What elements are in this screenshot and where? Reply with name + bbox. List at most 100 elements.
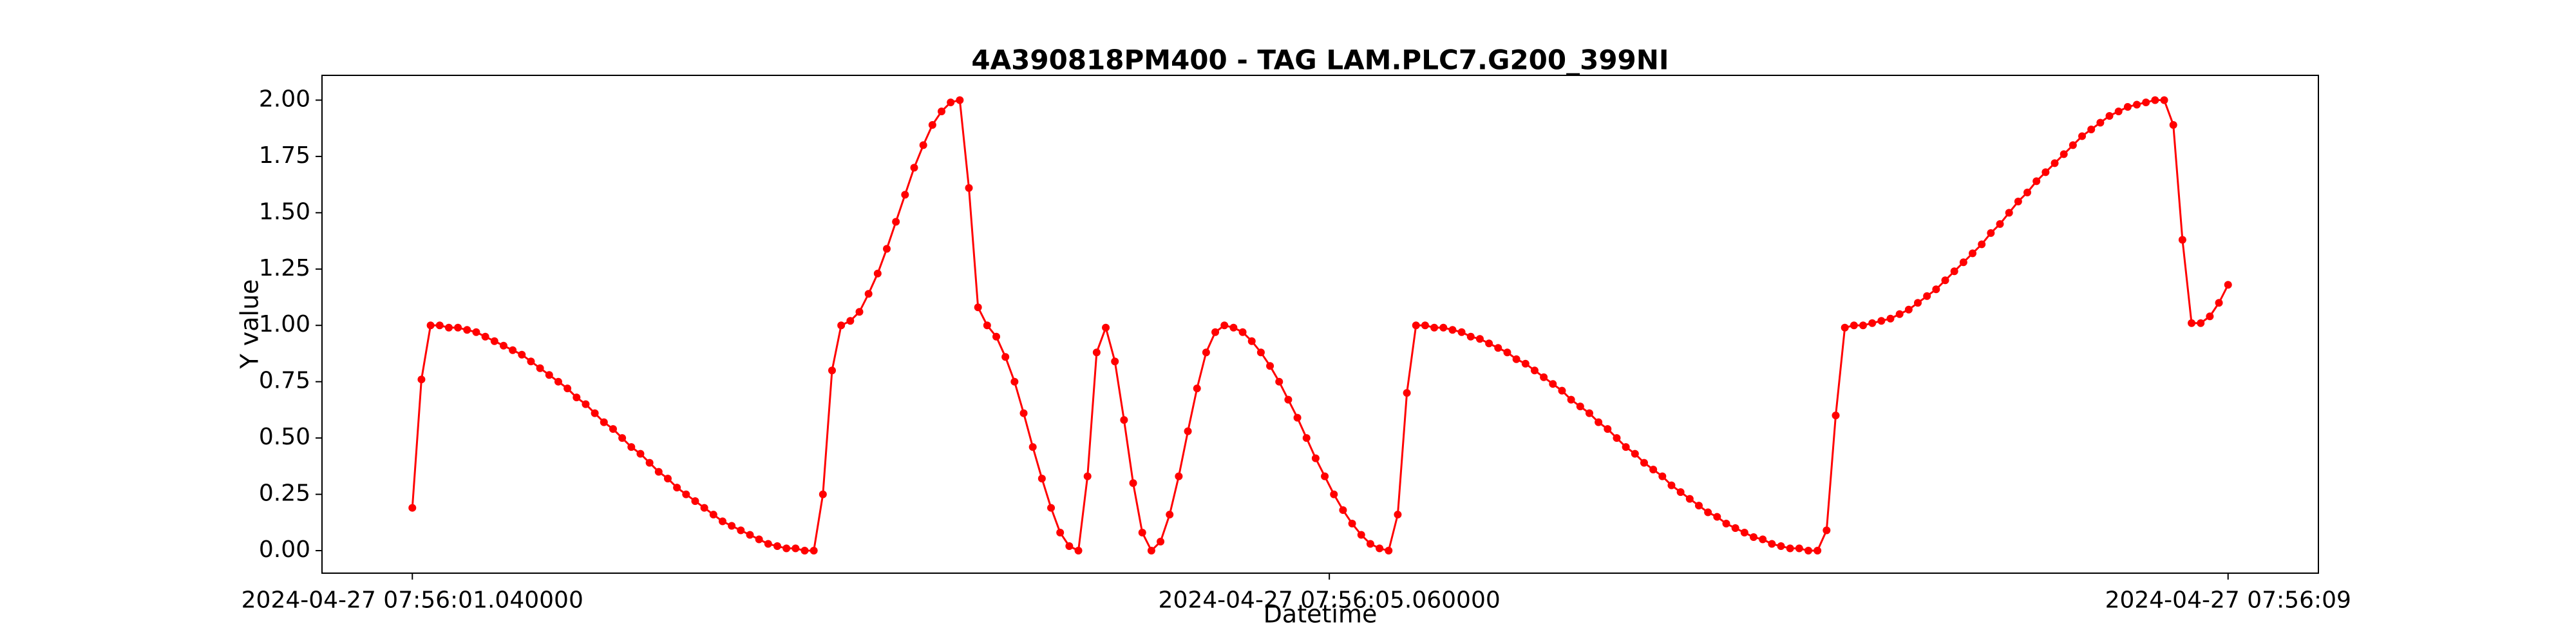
point — [435, 321, 444, 330]
point — [1759, 535, 1767, 544]
point — [1795, 544, 1803, 553]
point — [1622, 443, 1630, 451]
y-tick-label: 0.75 — [259, 368, 310, 394]
point — [1166, 511, 1174, 519]
point — [2169, 120, 2177, 129]
point — [1904, 305, 1913, 314]
point — [737, 526, 745, 535]
point — [1841, 323, 1849, 332]
point — [1503, 348, 1511, 357]
point — [2188, 319, 2196, 327]
point — [1092, 348, 1101, 357]
point — [2151, 96, 2159, 104]
point — [1640, 459, 1648, 467]
point — [1138, 529, 1146, 537]
point — [1238, 328, 1247, 336]
point — [2023, 188, 2032, 196]
point — [782, 544, 791, 553]
point — [1284, 395, 1293, 404]
point — [1001, 353, 1010, 361]
point — [609, 425, 617, 433]
y-tick-label: 1.25 — [259, 255, 310, 281]
point — [2041, 168, 2050, 176]
point — [2206, 312, 2214, 321]
point — [1065, 542, 1074, 551]
point — [645, 459, 654, 467]
point — [1147, 547, 1155, 555]
point — [1877, 317, 1886, 325]
point — [1220, 321, 1229, 330]
point — [746, 531, 754, 539]
point — [2096, 118, 2105, 127]
point — [2014, 197, 2022, 205]
point — [1339, 506, 1347, 515]
point — [764, 540, 772, 548]
point — [709, 511, 717, 519]
point — [718, 517, 726, 526]
point — [682, 490, 690, 498]
point — [618, 434, 627, 442]
point — [2078, 132, 2087, 140]
point — [837, 321, 846, 330]
point — [417, 375, 426, 384]
point — [1914, 299, 1922, 307]
point — [536, 364, 544, 372]
point — [919, 141, 927, 149]
y-tick-label: 0.50 — [259, 424, 310, 450]
point — [1302, 434, 1311, 442]
point — [1047, 504, 1056, 512]
point — [454, 323, 462, 332]
point — [1074, 547, 1083, 555]
point — [1357, 531, 1365, 539]
point — [1120, 416, 1128, 424]
point — [1540, 373, 1548, 381]
point — [1430, 323, 1439, 332]
x-tick-label: 2024-04-27 07:56:09 — [2105, 587, 2351, 614]
point — [1184, 427, 1192, 435]
point — [1293, 413, 1302, 422]
point — [1694, 502, 1703, 510]
y-tick-label: 1.00 — [259, 311, 310, 337]
point — [828, 366, 837, 375]
point — [1211, 328, 1220, 336]
point — [2224, 281, 2232, 289]
point — [791, 544, 800, 553]
point — [965, 184, 973, 192]
point — [1494, 344, 1502, 352]
y-axis-label: Y value — [236, 279, 264, 369]
point — [2005, 209, 2013, 217]
point — [1959, 258, 1967, 267]
point — [1403, 389, 1411, 397]
point — [700, 504, 708, 512]
point — [600, 418, 608, 426]
point — [582, 400, 590, 408]
point — [554, 377, 562, 386]
point — [773, 542, 781, 551]
point — [663, 475, 672, 483]
point — [1083, 472, 1092, 480]
point — [1321, 472, 1329, 480]
point — [974, 303, 982, 312]
point — [1202, 348, 1210, 357]
point — [1996, 220, 2004, 228]
point — [1704, 508, 1712, 516]
y-tick-label: 1.75 — [259, 142, 310, 169]
point — [892, 218, 900, 226]
point — [1457, 328, 1466, 336]
point — [1366, 540, 1374, 548]
point — [1549, 380, 1557, 388]
point — [819, 490, 827, 498]
y-tick-label: 0.00 — [259, 536, 310, 563]
point — [1521, 359, 1530, 368]
point — [1412, 321, 1420, 330]
point — [1978, 240, 1986, 249]
point — [1576, 402, 1584, 411]
point — [1275, 377, 1283, 386]
point — [408, 504, 417, 512]
point — [463, 326, 471, 334]
series-line — [411, 99, 2230, 553]
point — [1850, 321, 1858, 330]
point — [2142, 98, 2150, 106]
